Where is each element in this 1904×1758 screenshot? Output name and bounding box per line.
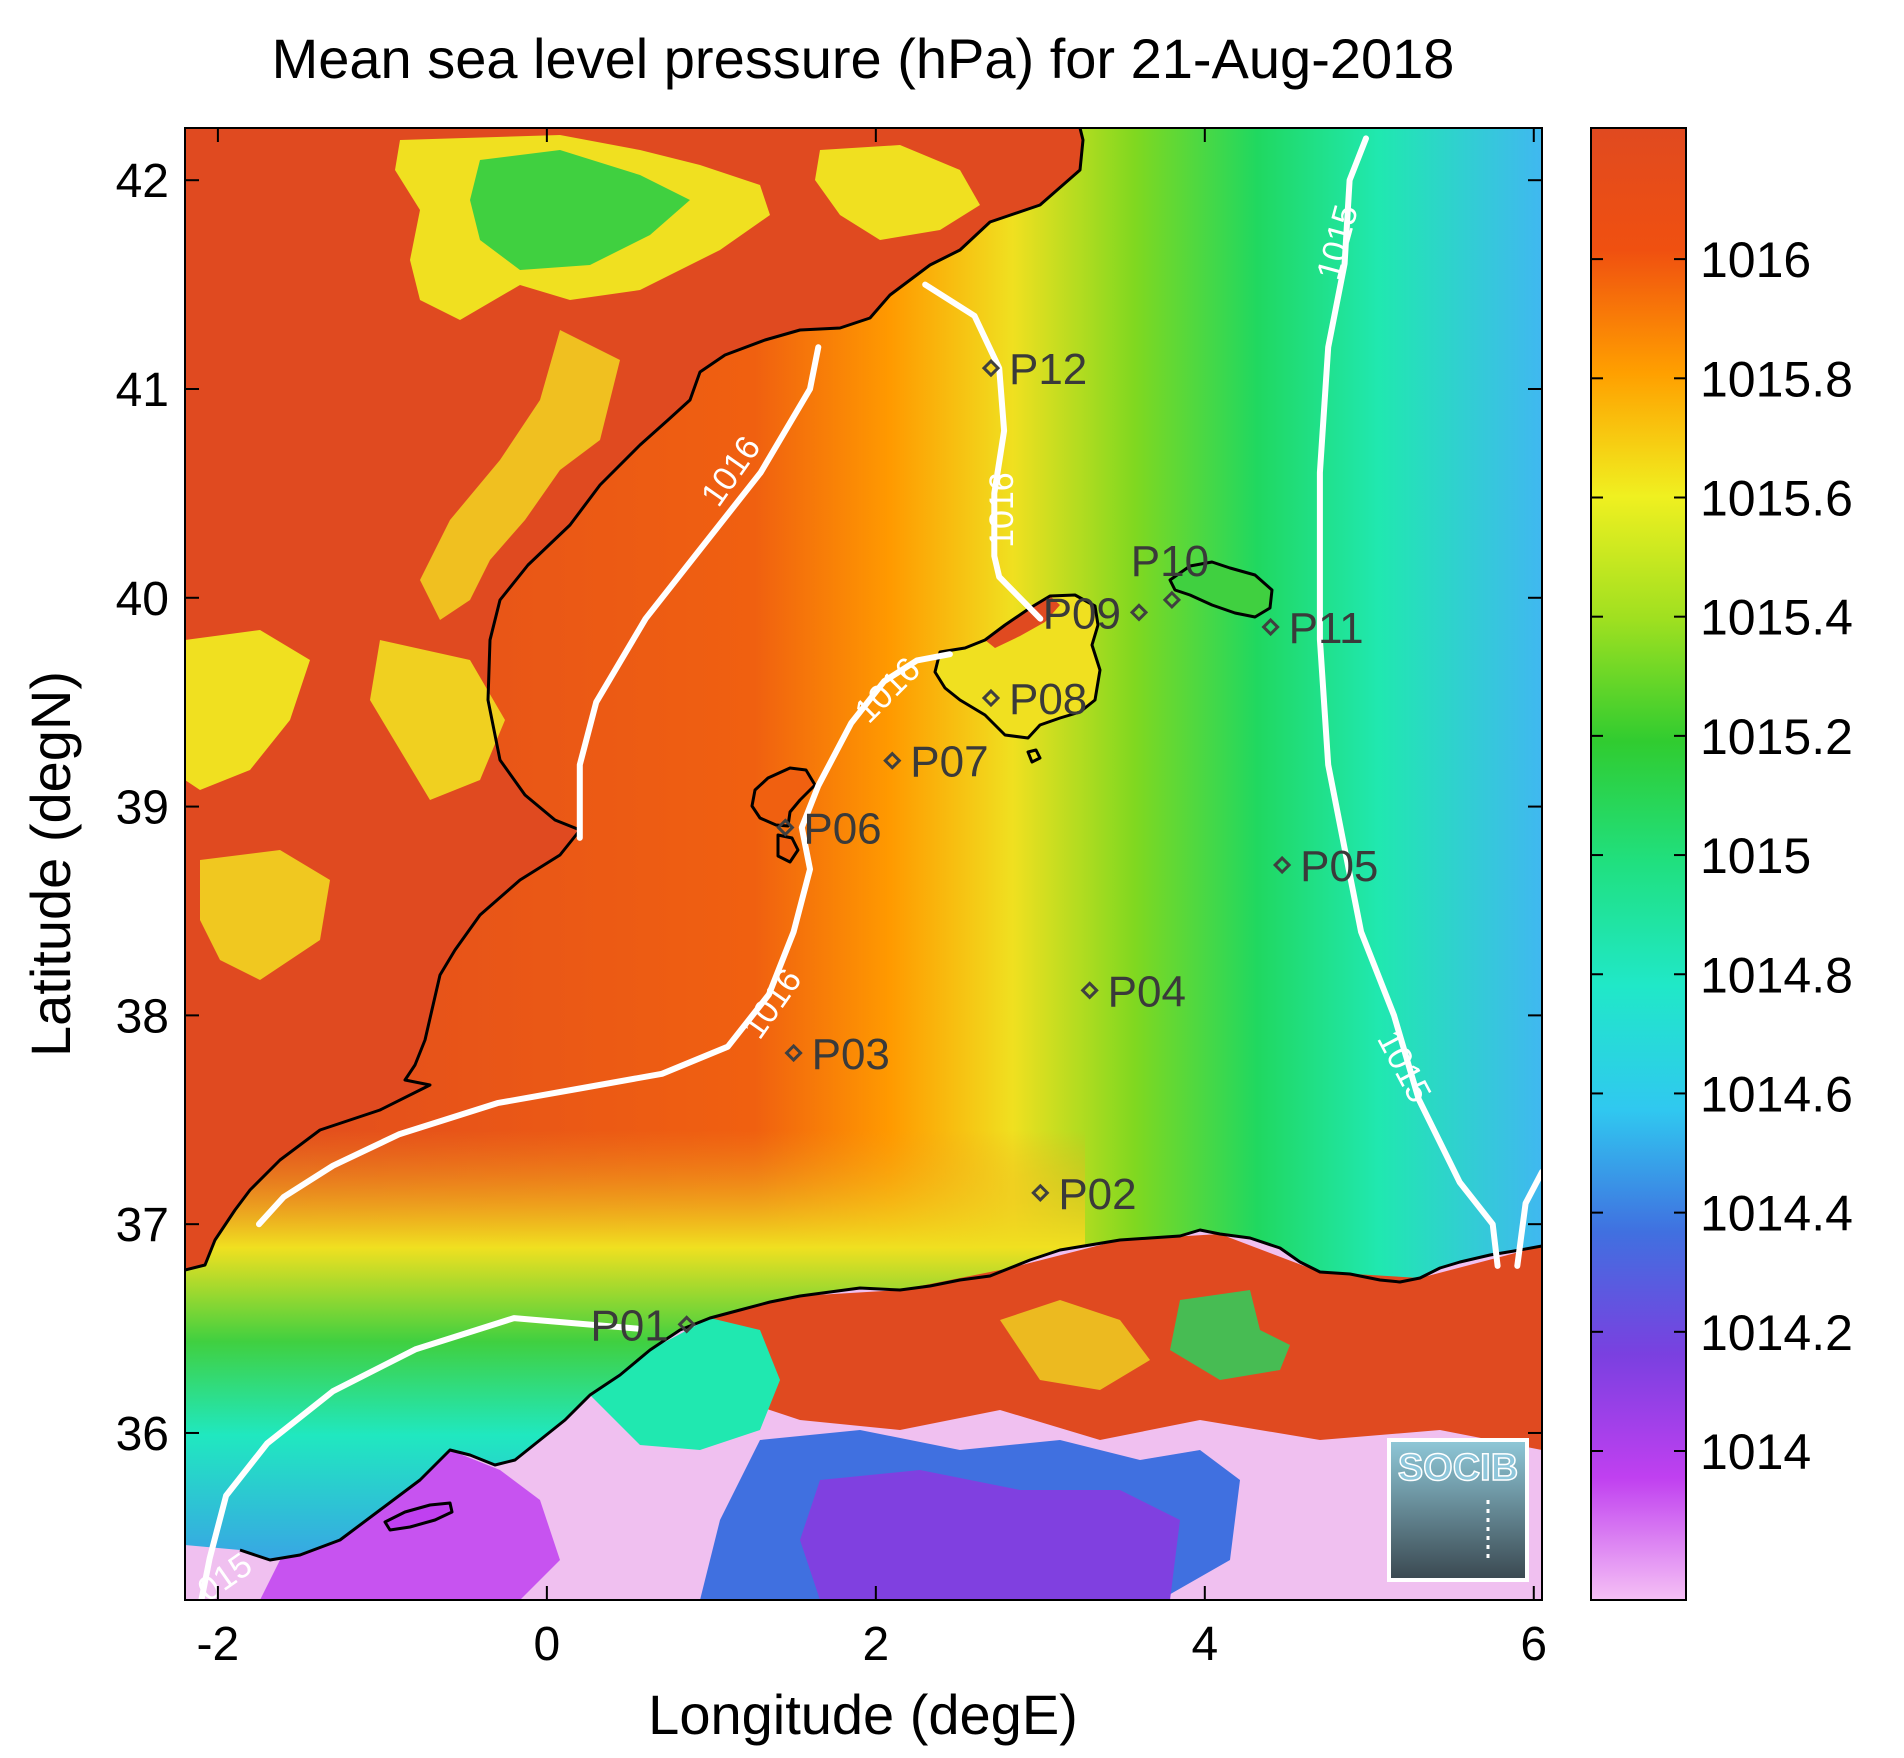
formentera-coastline bbox=[776, 833, 800, 864]
station-marker-p10[interactable] bbox=[1162, 590, 1182, 609]
colorbar-tick-label: 1014.8 bbox=[1700, 947, 1853, 1003]
colorbar-tick-label: 1015.4 bbox=[1700, 590, 1853, 646]
isobar-1015 bbox=[198, 1315, 641, 1600]
y-tick-label: 41 bbox=[116, 364, 169, 417]
isobar-label: 1016 bbox=[983, 472, 1021, 548]
station-marker-p04[interactable] bbox=[1080, 981, 1099, 1000]
station-marker-p08[interactable] bbox=[981, 688, 1001, 708]
mallorca-north-high bbox=[985, 596, 1060, 648]
africa-green-west bbox=[590, 1318, 780, 1450]
map-title: Mean sea level pressure (hPa) for 21-Aug… bbox=[272, 27, 1455, 90]
alboran-island bbox=[385, 1503, 452, 1530]
menorca-coastline bbox=[1168, 560, 1274, 619]
station-label-p08: P08 bbox=[1009, 675, 1087, 724]
station-label-p07: P07 bbox=[910, 738, 988, 787]
colorbar-gradient bbox=[1590, 127, 1687, 1601]
colorbar-tick-label: 1014.2 bbox=[1700, 1305, 1853, 1361]
socib-logo: SOCIB bbox=[1387, 1438, 1529, 1582]
socib-logo-text: SOCIB bbox=[1398, 1447, 1518, 1489]
y-tick-label: 42 bbox=[116, 155, 169, 208]
africa-high-east bbox=[1370, 1300, 1470, 1390]
iberia-coastline bbox=[185, 128, 1085, 1272]
africa-mixed-band bbox=[1000, 1300, 1150, 1390]
isobar-contours bbox=[198, 135, 1542, 1600]
iberia-highland-ridge bbox=[420, 330, 620, 620]
station-marker-p06[interactable] bbox=[776, 818, 795, 837]
africa-coastline bbox=[239, 1228, 1542, 1562]
station-label-p01: P01 bbox=[590, 1301, 668, 1350]
station-marker-p05[interactable] bbox=[1272, 855, 1292, 875]
plot-frame bbox=[184, 127, 1543, 1601]
colorbar-tick-label: 1014 bbox=[1700, 1424, 1811, 1480]
mallorca-coastline bbox=[933, 593, 1102, 740]
station-label-p10: P10 bbox=[1131, 537, 1209, 586]
station-marker-p09[interactable] bbox=[1129, 603, 1149, 622]
y-tick-label: 40 bbox=[116, 573, 169, 626]
station-label-p04: P04 bbox=[1108, 967, 1186, 1016]
station-marker-p01[interactable] bbox=[677, 1315, 696, 1334]
station-label-p05: P05 bbox=[1300, 842, 1378, 891]
colorbar-tick-label: 1015.2 bbox=[1700, 709, 1853, 765]
colorbar-tick-label: 1014.4 bbox=[1700, 1186, 1853, 1242]
y-tick-label: 36 bbox=[116, 1408, 169, 1461]
y-tick-label: 39 bbox=[116, 782, 169, 835]
station-label-p09: P09 bbox=[1043, 589, 1121, 638]
x-axis-title: Longitude (degE) bbox=[648, 1683, 1078, 1746]
menorca-land bbox=[1170, 562, 1272, 617]
colorbar-tick-label: 1016 bbox=[1700, 232, 1811, 288]
x-tick-label: 6 bbox=[1520, 1618, 1547, 1671]
x-axis-ticks: -2 0 2 4 6 bbox=[197, 128, 1547, 1671]
station-marker-p03[interactable] bbox=[784, 1043, 803, 1063]
coastlines bbox=[185, 128, 1542, 1562]
colorbar-tick-label: 1015.8 bbox=[1700, 351, 1853, 407]
y-axis-ticks: 36 37 38 39 40 41 42 bbox=[116, 155, 1542, 1461]
isobar-1016 bbox=[256, 651, 953, 1228]
y-axis-title: Latitude (degN) bbox=[19, 671, 82, 1057]
station-label-p12: P12 bbox=[1009, 345, 1087, 394]
x-tick-label: 4 bbox=[1191, 1618, 1218, 1671]
isobar-1015 bbox=[1316, 135, 1501, 1269]
isobar-1016 bbox=[922, 281, 1044, 622]
africa-purple-central bbox=[800, 1470, 1180, 1600]
iberia-highland-center bbox=[370, 640, 505, 800]
colorbar-tick-label: 1014.6 bbox=[1700, 1066, 1853, 1122]
alboran-coastline bbox=[383, 1501, 454, 1532]
station-marker-p07[interactable] bbox=[883, 751, 902, 770]
station-label-p03: P03 bbox=[812, 1030, 890, 1079]
iberia-highland-north-core bbox=[470, 150, 690, 270]
colorbar-tick-label: 1015.6 bbox=[1700, 470, 1853, 526]
x-tick-label: 0 bbox=[534, 1618, 561, 1671]
iberia-highland-northeast bbox=[815, 145, 980, 240]
ibiza-coastline bbox=[750, 766, 817, 828]
station-marker-p02[interactable] bbox=[1031, 1183, 1050, 1202]
y-tick-label: 37 bbox=[116, 1199, 169, 1252]
cabrera-coastline bbox=[1026, 748, 1042, 764]
colorbar: 1014 1014.2 1014.4 1014.6 1014.8 1015 1015.2 10… bbox=[1590, 127, 1853, 1601]
colorbar-ticks: 1014 1014.2 1014.4 1014.6 1014.8 1015 1015.2 10… bbox=[1591, 232, 1853, 1480]
iberia-land bbox=[185, 128, 1083, 1270]
isobar-1015 bbox=[1514, 1169, 1542, 1269]
station-marker-p11[interactable] bbox=[1261, 617, 1280, 637]
mallorca-land bbox=[935, 595, 1100, 738]
iberia-highland-west bbox=[185, 630, 310, 790]
station-label-p11: P11 bbox=[1289, 604, 1364, 653]
x-tick-label: 2 bbox=[862, 1618, 889, 1671]
station-label-p06: P06 bbox=[803, 804, 881, 853]
africa-high-east-2 bbox=[1250, 1280, 1340, 1350]
station-marker-p12[interactable] bbox=[981, 358, 1001, 378]
ibiza-land bbox=[752, 768, 815, 826]
y-tick-label: 38 bbox=[116, 990, 169, 1043]
x-tick-label: -2 bbox=[197, 1618, 240, 1671]
colorbar-tick-label: 1015 bbox=[1700, 828, 1811, 884]
iberia-highland-southwest bbox=[200, 850, 330, 980]
station-label-p02: P02 bbox=[1058, 1170, 1136, 1219]
isobar-1016 bbox=[576, 344, 822, 841]
